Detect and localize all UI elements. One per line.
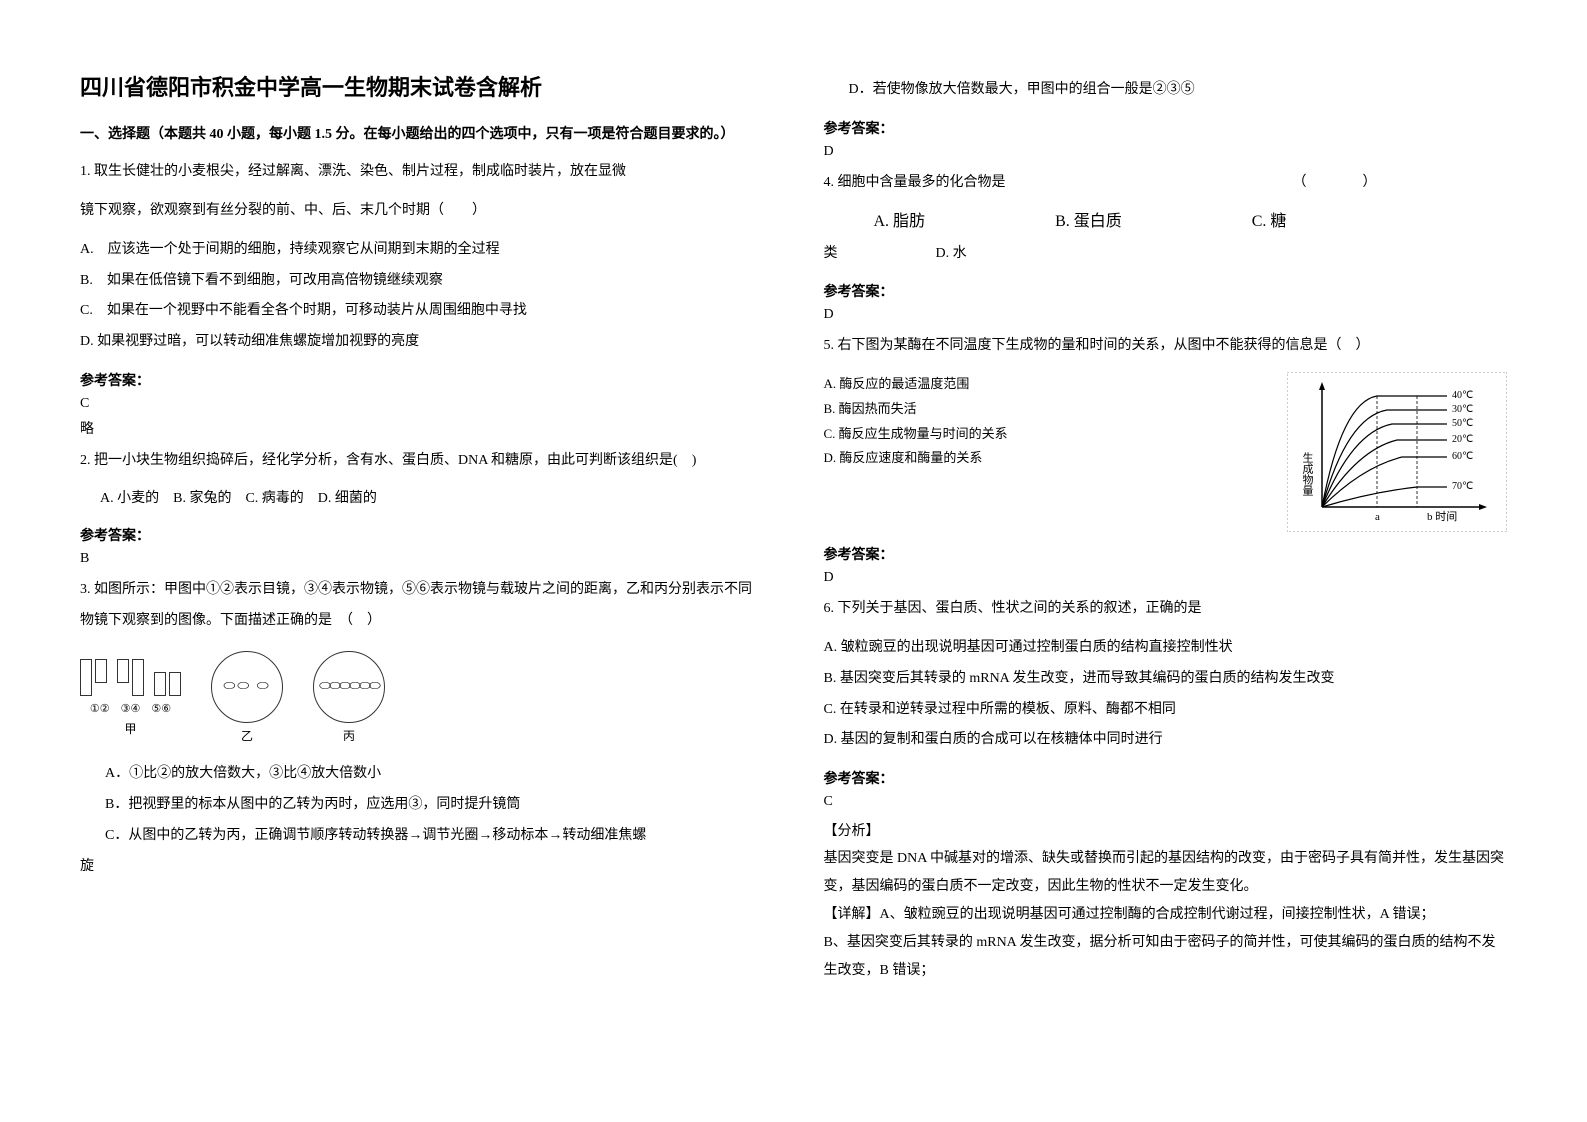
fig-jia-label: 甲	[80, 720, 181, 737]
q3-optA: A．①比②的放大倍数大，③比④放大倍数小	[105, 759, 764, 790]
q5-chart-container: A. 酶反应的最适温度范围 B. 酶因热而失活 C. 酶反应生成物量与时间的关系…	[824, 372, 1508, 532]
q6-detail: 【详解】A、皱粒豌豆的出现说明基因可通过控制酶的合成控制代谢过程，间接控制性状，…	[824, 901, 1508, 929]
q6-optA: A. 皱粒豌豆的出现说明基因可通过控制蛋白质的结构直接控制性状	[824, 633, 1508, 664]
enzyme-chart: 生成物量 a b 时间 40℃ 30℃ 50℃ 20℃ 60℃ 70℃	[1287, 372, 1507, 532]
q4-optA: A. 脂肪	[874, 207, 926, 231]
svg-text:20℃: 20℃	[1452, 434, 1473, 445]
q3-figure: ①② ③④ ⑤⑥ 甲 乙 丙	[80, 651, 764, 744]
q6-analysis-label: 【分析】	[824, 820, 1508, 840]
q6-detail-label: 【详解】	[824, 907, 880, 922]
svg-text:50℃: 50℃	[1452, 418, 1473, 429]
q5-optC: C. 酶反应生成物量与时间的关系	[824, 422, 1268, 447]
q3-optD: D．若使物像放大倍数最大，甲图中的组合一般是②③⑤	[849, 75, 1508, 106]
q1-optD: D. 如果视野过暗，可以转动细准焦螺旋增加视野的亮度	[80, 327, 764, 358]
q6-answer: C	[824, 794, 1508, 810]
svg-text:b 时间: b 时间	[1427, 510, 1457, 523]
svg-text:30℃: 30℃	[1452, 404, 1473, 415]
circle-bing: 丙	[313, 651, 385, 744]
q2-answer: B	[80, 551, 764, 567]
q6-optB: B. 基因突变后其转录的 mRNA 发生改变，进而导致其编码的蛋白质的结构发生改…	[824, 664, 1508, 695]
q5-text: 5. 右下图为某酶在不同温度下生成物的量和时间的关系，从图中不能获得的信息是（ …	[824, 331, 1508, 362]
lens-numbers: ①② ③④ ⑤⑥	[80, 700, 181, 716]
q1-text2: 镜下观察，欲观察到有丝分裂的前、中、后、末几个时期（ ）	[80, 196, 764, 227]
q1-optA: A. 应该选一个处于间期的细胞，持续观察它从间期到末期的全过程	[80, 235, 764, 266]
q6-text: 6. 下列关于基因、蛋白质、性状之间的关系的叙述，正确的是	[824, 594, 1508, 625]
q5-answer-label: 参考答案：	[824, 544, 1508, 564]
q1-extra: 略	[80, 418, 764, 438]
svg-text:60℃: 60℃	[1452, 451, 1473, 462]
svg-text:生成物量: 生成物量	[1301, 451, 1314, 496]
q5-answer: D	[824, 570, 1508, 586]
svg-text:70℃: 70℃	[1452, 481, 1473, 492]
lens-diagram: ①② ③④ ⑤⑥ 甲	[80, 659, 181, 737]
exam-title: 四川省德阳市积金中学高一生物期末试卷含解析	[80, 70, 764, 102]
q3-optC2: 旋	[80, 852, 764, 883]
q6-analysis1: 基因突变是 DNA 中碱基对的增添、缺失或替换而引起的基因结构的改变，由于密码子…	[824, 845, 1508, 901]
q4-optB: B. 蛋白质	[1055, 207, 1122, 231]
q4-text2: 类 D. 水	[824, 239, 1508, 270]
fig-yi-label: 乙	[211, 727, 283, 744]
q2-text: 2. 把一小块生物组织捣碎后，经化学分析，含有水、蛋白质、DNA 和糖原，由此可…	[80, 446, 764, 477]
fig-bing-label: 丙	[313, 727, 385, 744]
exam-page: 四川省德阳市积金中学高一生物期末试卷含解析 一、选择题（本题共 40 小题，每小…	[0, 0, 1587, 1025]
q4-optC: C. 糖	[1252, 207, 1287, 231]
q6-detailA: A、皱粒豌豆的出现说明基因可通过控制酶的合成控制代谢过程，间接控制性状，A 错误…	[880, 907, 1435, 922]
q4-options-row: A. 脂肪 B. 蛋白质 C. 糖	[874, 207, 1508, 231]
q2-options: A. 小麦的 B. 家兔的 C. 病毒的 D. 细菌的	[100, 485, 764, 513]
q5-options: A. 酶反应的最适温度范围 B. 酶因热而失活 C. 酶反应生成物量与时间的关系…	[824, 372, 1268, 532]
q4-answer: D	[824, 307, 1508, 323]
q6-optD: D. 基因的复制和蛋白质的合成可以在核糖体中同时进行	[824, 725, 1508, 756]
q6-answer-label: 参考答案：	[824, 768, 1508, 788]
q3-answer: D	[824, 144, 1508, 160]
q1-optB: B. 如果在低倍镜下看不到细胞，可改用高倍物镜继续观察	[80, 266, 764, 297]
q5-optA: A. 酶反应的最适温度范围	[824, 372, 1268, 397]
q3-optB: B．把视野里的标本从图中的乙转为丙时，应选用③，同时提升镜筒	[105, 790, 764, 821]
q1-answer-label: 参考答案：	[80, 370, 764, 390]
q6-optC: C. 在转录和逆转录过程中所需的模板、原料、酶都不相同	[824, 695, 1508, 726]
q5-optD: D. 酶反应速度和酶量的关系	[824, 446, 1268, 471]
circle-yi: 乙	[211, 651, 283, 744]
q1-optC: C. 如果在一个视野中不能看全各个时期，可移动装片从周围细胞中寻找	[80, 296, 764, 327]
q1-answer: C	[80, 396, 764, 412]
q5-optB: B. 酶因热而失活	[824, 397, 1268, 422]
q3-text: 3. 如图所示：甲图中①②表示目镜，③④表示物镜，⑤⑥表示物镜与载玻片之间的距离…	[80, 575, 764, 637]
q6-detailB: B、基因突变后其转录的 mRNA 发生改变，据分析可知由于密码子的简并性，可使其…	[824, 929, 1508, 985]
q4-answer-label: 参考答案：	[824, 281, 1508, 301]
right-column: D．若使物像放大倍数最大，甲图中的组合一般是②③⑤ 参考答案： D 4. 细胞中…	[794, 40, 1538, 985]
left-column: 四川省德阳市积金中学高一生物期末试卷含解析 一、选择题（本题共 40 小题，每小…	[50, 40, 794, 985]
svg-text:a: a	[1375, 511, 1380, 523]
section-header: 一、选择题（本题共 40 小题，每小题 1.5 分。在每小题给出的四个选项中，只…	[80, 122, 764, 147]
svg-text:40℃: 40℃	[1452, 390, 1473, 401]
q3-answer-label: 参考答案：	[824, 118, 1508, 138]
q2-answer-label: 参考答案：	[80, 525, 764, 545]
q4-text: 4. 细胞中含量最多的化合物是 （ ）	[824, 168, 1508, 199]
q1-text: 1. 取生长健壮的小麦根尖，经过解离、漂洗、染色、制片过程，制成临时装片，放在显…	[80, 157, 764, 188]
q3-optC: C．从图中的乙转为丙，正确调节顺序转动转换器→调节光圈→移动标本→转动细准焦螺	[105, 821, 764, 852]
